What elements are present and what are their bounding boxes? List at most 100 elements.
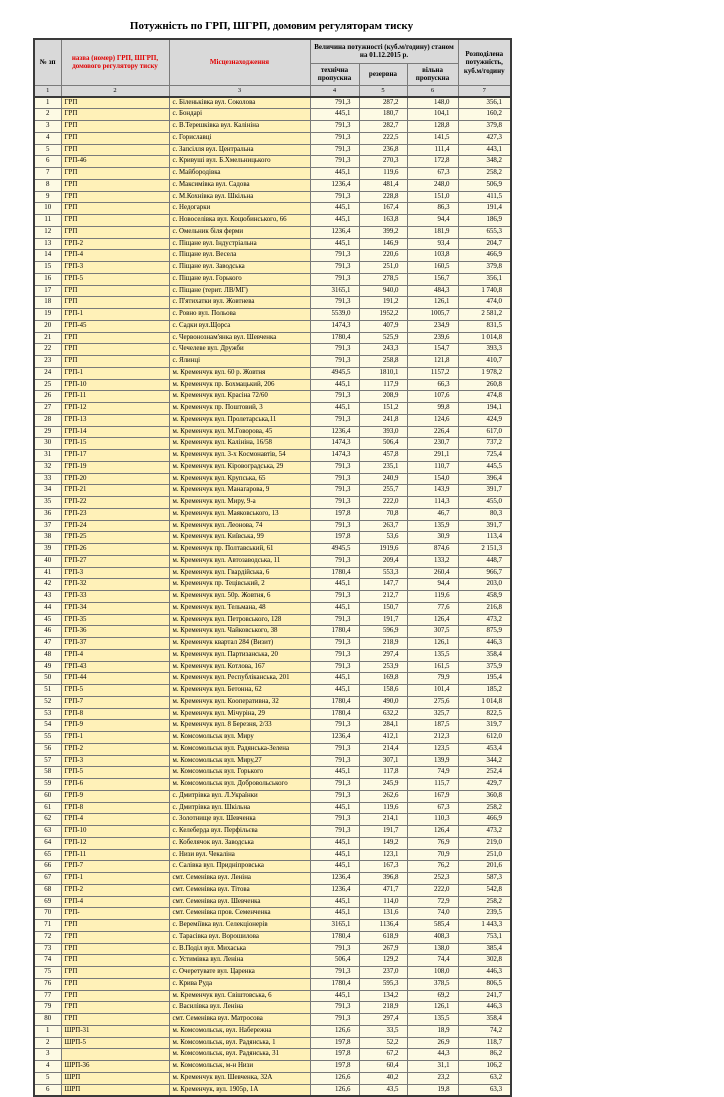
table-row: 40 ГРП-27 м. Кременчук вул. Автозаводська,… — [33, 554, 512, 568]
free-capacity-value: 226,4 — [406, 425, 459, 439]
row-number: 18 — [33, 296, 62, 309]
table-row: 58 ГРП-5 м. Комсомольськ вул. Горького 445,… — [33, 766, 512, 779]
station-name: ГРП-2 — [60, 742, 170, 756]
table-row: 21 ГРП с. Червонознам'янка вул. Шевченка 17… — [33, 331, 512, 345]
free-capacity-value: 151,0 — [406, 190, 459, 204]
station-name: ГРП — [60, 131, 170, 145]
row-number: 23 — [33, 355, 62, 368]
station-location: с. Ялинці — [168, 355, 311, 368]
reserve-capacity-value: 287,2 — [358, 95, 408, 110]
distributed-capacity-value: 448,7 — [457, 554, 512, 568]
station-location: с. П'ятихатки вул. Жовтнева — [168, 296, 311, 309]
tech-capacity-value: 1236,4 — [309, 178, 360, 192]
station-name: ГРП-43 — [60, 660, 170, 674]
row-number: 40 — [33, 554, 62, 568]
tech-capacity-value: 445,1 — [309, 672, 360, 685]
reserve-capacity-value: 149,2 — [358, 836, 408, 850]
station-name: ГРП-1 — [60, 872, 170, 885]
station-location: м. Кременчук пр. Полтавський, 61 — [168, 543, 311, 556]
table-row: 23 ГРП с. Ялинці 791,3 258,8 121,8 410,7 — [33, 355, 512, 368]
station-location: с. Вереміївка вул. Селекціонерів — [168, 919, 311, 932]
table-row: 65 ГРП-11 с. Низи вул. Чекаліна 445,1 123,1 7… — [33, 848, 512, 862]
distributed-capacity-value: 344,2 — [457, 754, 512, 768]
station-name: ГРП — [60, 214, 170, 227]
table-row: 25 ГРП-10 м. Кременчук пр. Бохмацький, 206… — [33, 378, 512, 392]
station-name: ГРП — [60, 190, 170, 204]
distributed-capacity-value: 725,4 — [457, 449, 512, 462]
table-row: 75 ГРП с. Очеретувате вул. Царенка 791,3 237… — [33, 966, 512, 979]
station-name: ГРП-2 — [60, 237, 170, 251]
station-location: м. Кременчук пр. Тецівський, 2 — [168, 578, 311, 591]
distributed-capacity-value: 542,8 — [457, 883, 512, 897]
row-number: 42 — [33, 578, 62, 591]
table-row: 79 ГРП с. Василівка вул. Леніна 791,3 218,9 1… — [33, 1001, 512, 1014]
row-number: 28 — [33, 413, 62, 427]
station-name: ГРП-4 — [60, 249, 170, 262]
station-name: ШРП — [60, 1083, 170, 1097]
row-number: 27 — [33, 402, 62, 415]
free-capacity-value: 110,3 — [406, 813, 459, 826]
table-row: 53 ГРП-8 м. Кременчук вул. Мічуріна, 29 178… — [33, 707, 512, 721]
station-location: с. Дмитрівка вул. Л.Українки — [168, 789, 311, 803]
row-number: 51 — [33, 684, 62, 697]
table-row: 32 ГРП-19 м. Кременчук вул. Кіровоградська… — [33, 460, 512, 474]
distributed-capacity-value: 396,4 — [457, 472, 512, 486]
station-location: м. Комсомольськ, вул. Радянська, 31 — [168, 1048, 311, 1061]
station-location: м. Комсомольськ, вул. Набережна — [168, 1024, 311, 1038]
reserve-capacity-value: 222,5 — [358, 131, 408, 145]
table-row: 4 ШРП-36 м. Комсомольськ, м-н Низи 197,8 60,… — [33, 1060, 512, 1073]
header-station-name: назва (номер) ГРП, ШГРП, домового регуля… — [60, 38, 170, 86]
distributed-capacity-value: 455,0 — [457, 496, 512, 509]
header-row-number: № зп — [33, 38, 62, 86]
tech-capacity-value: 791,3 — [309, 120, 360, 133]
tech-capacity-value: 197,8 — [309, 507, 360, 521]
free-capacity-value: 94,4 — [406, 214, 459, 227]
tech-capacity-value: 445,1 — [309, 836, 360, 850]
tech-capacity-value: 791,3 — [309, 648, 360, 662]
station-location: с. В.Поділ вул. Михаська — [168, 942, 311, 956]
tech-capacity-value: 3165,1 — [309, 284, 360, 298]
station-location: м. Кременчук вул. Миру, 9-а — [168, 496, 311, 509]
table-row: 30 ГРП-15 м. Кременчук вул. Калініна, 16/5… — [33, 437, 512, 450]
row-number: 68 — [33, 883, 62, 897]
reserve-capacity-value: 307,1 — [358, 754, 408, 768]
row-number: 75 — [33, 966, 62, 979]
row-number: 64 — [33, 836, 62, 850]
station-name: ГРП-4 — [60, 648, 170, 662]
tech-capacity-value: 791,3 — [309, 554, 360, 568]
row-number: 7 — [33, 167, 62, 180]
row-number: 48 — [33, 648, 62, 662]
row-number: 33 — [33, 472, 62, 486]
reserve-capacity-value: 191,7 — [358, 613, 408, 627]
reserve-capacity-value: 241,8 — [358, 413, 408, 427]
station-location: с. Максимівка вул. Садова — [168, 178, 311, 192]
free-capacity-value: 104,1 — [406, 108, 459, 121]
reserve-capacity-value: 163,8 — [358, 214, 408, 227]
distributed-capacity-value: 186,9 — [457, 214, 512, 227]
distributed-capacity-value: 258,2 — [457, 167, 512, 180]
tech-capacity-value: 445,1 — [309, 237, 360, 251]
station-name: ГРП-17 — [60, 449, 170, 462]
table-row: 24 ГРП-1 м. Кременчук вул. 60 р. Жовтня 494… — [33, 366, 512, 380]
reserve-capacity-value: 151,2 — [358, 402, 408, 415]
tech-capacity-value: 1780,4 — [309, 707, 360, 721]
free-capacity-value: 126,1 — [406, 296, 459, 309]
station-name: ГРП — [60, 977, 170, 991]
column-index-cell: 4 — [309, 84, 360, 98]
free-capacity-value: 77,6 — [406, 601, 459, 615]
station-name: ГРП-6 — [60, 778, 170, 791]
station-location: м. Комсомольськ вул. Горького — [168, 766, 311, 779]
tech-capacity-value: 445,1 — [309, 801, 360, 815]
table-row: 73 ГРП с. В.Поділ вул. Михаська 791,3 267,9 1… — [33, 942, 512, 956]
header-distributed: Розподілена потужність, куб.м/годину — [457, 38, 512, 86]
distributed-capacity-value: 587,3 — [457, 872, 512, 885]
free-capacity-value: 72,9 — [406, 895, 459, 909]
tech-capacity-value: 791,3 — [309, 966, 360, 979]
row-number: 20 — [33, 319, 62, 333]
free-capacity-value: 126,1 — [406, 637, 459, 650]
row-number: 35 — [33, 496, 62, 509]
row-number: 30 — [33, 437, 62, 450]
tech-capacity-value: 445,1 — [309, 601, 360, 615]
station-name: ГРП — [60, 167, 170, 180]
